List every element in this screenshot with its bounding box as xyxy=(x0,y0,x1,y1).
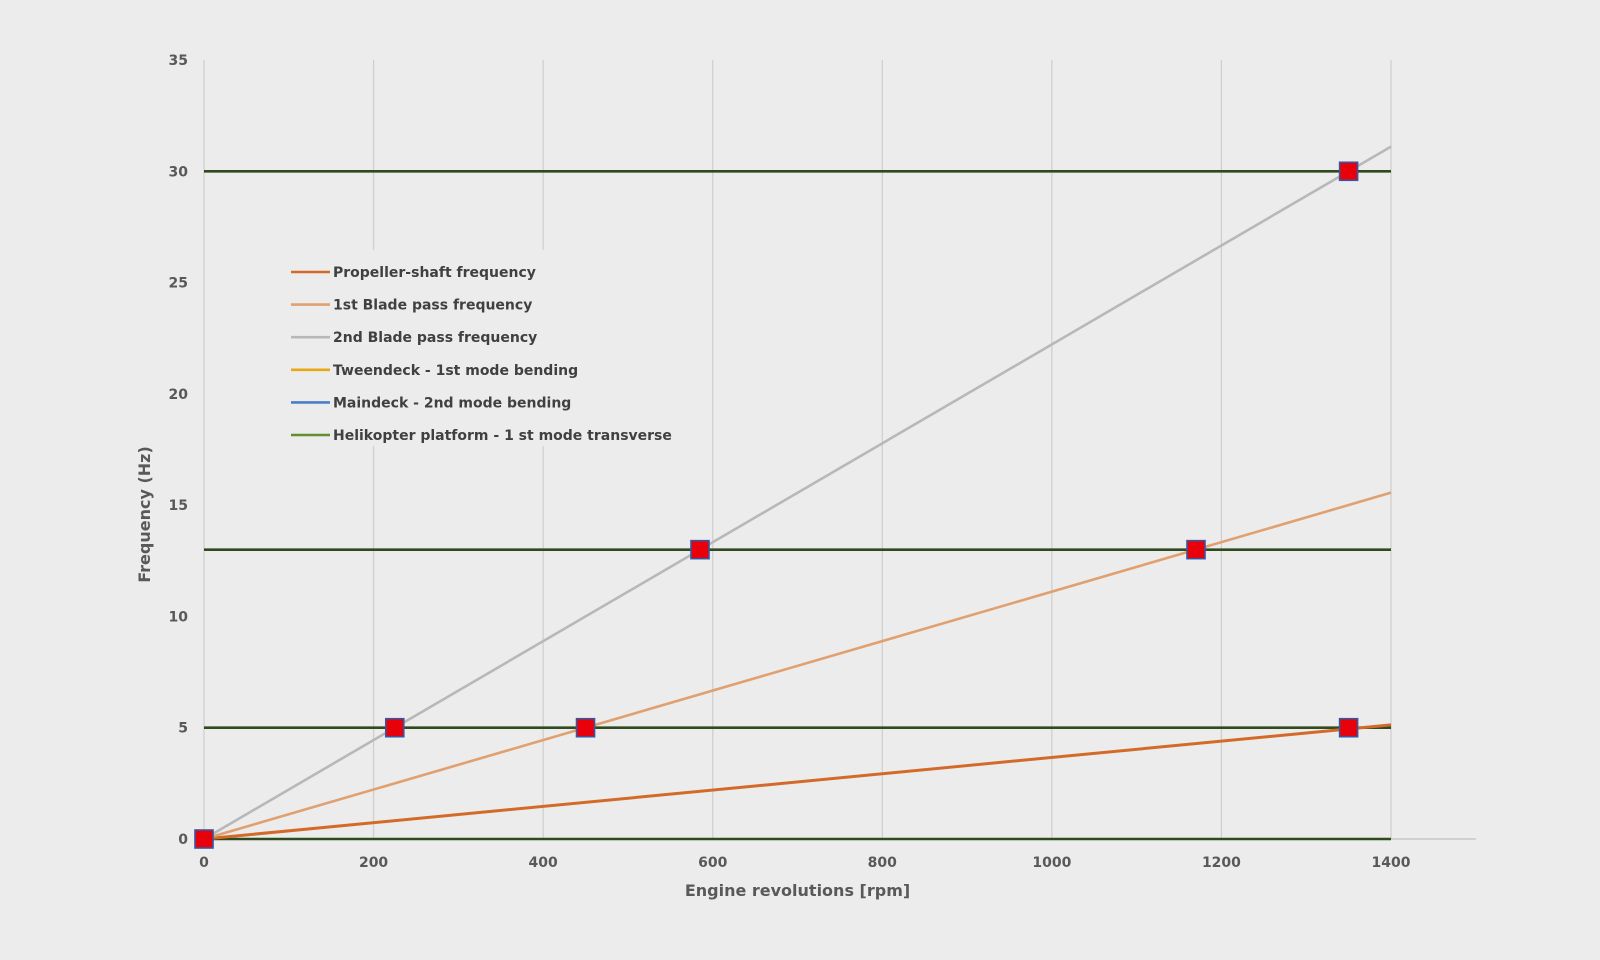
intersection-marker xyxy=(194,829,214,849)
y-axis-title: Frequency (Hz) xyxy=(135,446,154,583)
intersection-marker xyxy=(384,717,405,738)
legend: Propeller-shaft frequency 1st Blade pass … xyxy=(278,250,672,446)
y-tick-labels: 0 5 10 15 20 25 30 35 xyxy=(169,53,189,848)
x-tick-label: 1400 xyxy=(1372,855,1411,871)
legend-label: Propeller-shaft frequency xyxy=(333,265,536,281)
x-tick-label: 200 xyxy=(359,855,388,871)
x-tick-label: 600 xyxy=(698,855,727,871)
intersection-marker xyxy=(1338,717,1359,738)
x-tick-label: 400 xyxy=(529,855,558,871)
legend-label: Tweendeck - 1st mode bending xyxy=(333,363,578,379)
x-tick-label: 0 xyxy=(199,855,209,871)
x-tick-labels: 0 200 400 600 800 1000 1200 1400 xyxy=(199,855,1411,871)
legend-label: Helikopter platform - 1 st mode transver… xyxy=(333,428,672,444)
y-tick-label: 35 xyxy=(169,53,188,69)
y-tick-label: 5 xyxy=(178,721,188,737)
x-tick-label: 1200 xyxy=(1202,855,1241,871)
y-tick-label: 30 xyxy=(169,164,189,180)
y-tick-label: 15 xyxy=(169,498,188,514)
intersection-marker xyxy=(1338,161,1359,182)
legend-label: 2nd Blade pass frequency xyxy=(333,330,537,346)
x-tick-label: 800 xyxy=(868,855,897,871)
intersection-marker xyxy=(575,717,596,738)
intersection-marker xyxy=(690,539,710,560)
y-tick-label: 20 xyxy=(169,387,189,403)
y-tick-label: 10 xyxy=(169,609,189,625)
legend-label: 1st Blade pass frequency xyxy=(333,298,532,314)
legend-label: Maindeck - 2nd mode bending xyxy=(333,395,571,411)
x-axis-title: Engine revolutions [rpm] xyxy=(685,881,910,900)
intersection-marker xyxy=(1186,539,1206,560)
x-tick-label: 1000 xyxy=(1032,855,1071,871)
legend-box xyxy=(278,250,658,446)
y-tick-label: 0 xyxy=(178,832,188,848)
y-tick-label: 25 xyxy=(169,276,188,292)
intersection-markers xyxy=(194,161,1359,849)
series-line-1 xyxy=(203,491,1392,841)
series-line-0 xyxy=(203,723,1392,841)
